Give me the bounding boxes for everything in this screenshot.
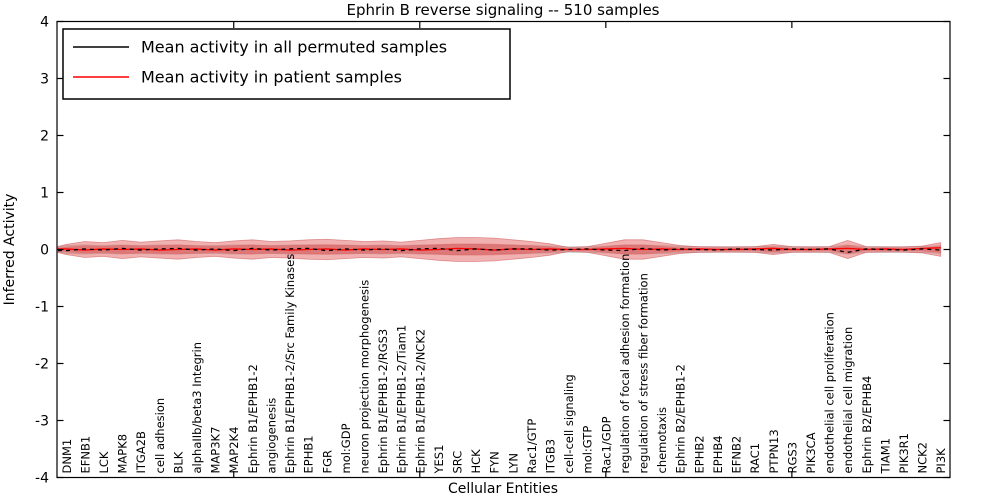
entity-label: EPHB2 — [692, 435, 706, 473]
entity-label: angiogenesis — [264, 398, 278, 474]
entity-label: TIAM1 — [878, 438, 892, 475]
y-tick-label: 4 — [40, 15, 49, 31]
entity-label: PIK3R1 — [897, 433, 911, 474]
legend-label-permuted: Mean activity in all permuted samples — [141, 38, 447, 57]
entity-label: cell adhesion — [153, 398, 167, 474]
y-tick-label: 2 — [40, 129, 49, 145]
entity-label: ITGA2B — [134, 431, 148, 474]
y-tick-label: -2 — [35, 357, 49, 373]
y-tick-label: 1 — [40, 186, 49, 202]
entity-label: endothelial cell migration — [841, 327, 855, 474]
entity-label: Rac1/GTP — [525, 419, 539, 474]
entity-label: endothelial cell proliferation — [823, 312, 837, 473]
y-tick-label: 0 — [40, 243, 49, 259]
entity-label: DNM1 — [60, 439, 74, 474]
entity-label: YES1 — [432, 445, 446, 475]
entity-label: regulation of focal adhesion formation — [618, 254, 632, 474]
mean-lines — [58, 247, 941, 254]
entity-label: MAP2K4 — [227, 427, 241, 474]
entity-label: mol:GDP — [339, 423, 353, 473]
entity-label: mol:GTP — [581, 426, 595, 474]
entity-label: HCK — [469, 449, 483, 474]
entity-label: Ephrin B1/EPHB1-2/NCK2 — [413, 329, 427, 474]
y-tick-label: -3 — [35, 414, 49, 430]
entity-label: BLK — [171, 451, 185, 473]
entity-label: PIK3CA — [804, 432, 818, 473]
entity-label: Ephrin B1/EPHB1-2/Src Family Kinases — [283, 254, 297, 474]
y-tick-labels: 4 3 2 1 0 -1 -2 -3 -4 — [35, 15, 49, 487]
entity-label: RGS3 — [785, 442, 799, 474]
entity-label: EFNB2 — [730, 436, 744, 474]
entity-label: LYN — [506, 453, 520, 474]
entity-label: SRC — [450, 451, 464, 474]
entity-label: NCK2 — [916, 442, 930, 474]
y-tick-label: -1 — [35, 300, 49, 316]
entity-label: regulation of stress fiber formation — [637, 273, 651, 473]
x-entity-labels: DNM1 EFNB1 LCK MAPK8 ITGA2B cell adhesion BLK a… — [60, 254, 948, 475]
entity-label: Ephrin B2/EPHB1-2 — [674, 364, 688, 473]
entity-label: FYN — [488, 451, 502, 473]
legend-label-patient: Mean activity in patient samples — [141, 68, 402, 87]
entity-label: MAP3K7 — [209, 427, 223, 474]
entity-label: neuron projection morphogenesis — [357, 280, 371, 474]
entity-label: cell-cell signaling — [562, 374, 576, 473]
entity-label: EPHB1 — [302, 435, 316, 473]
entity-label: Ephrin B2/EPHB4 — [860, 376, 874, 474]
entity-label: EFNB1 — [78, 436, 92, 474]
entity-label: Ephrin B1/EPHB1-2/Tiam1 — [395, 325, 409, 474]
entity-label: LCK — [97, 451, 111, 473]
entity-label: MAPK8 — [116, 434, 130, 474]
chart-title: Ephrin B reverse signaling -- 510 sample… — [346, 1, 659, 19]
legend: Mean activity in all permuted samples Me… — [62, 28, 511, 100]
legend-box — [62, 28, 511, 100]
entity-label: chemotaxis — [655, 407, 669, 473]
entity-label: PI3K — [934, 448, 948, 474]
entity-label: Ephrin B1/EPHB1-2 — [246, 364, 260, 473]
entity-label: Rac1/GDP — [599, 416, 613, 473]
x-axis-label: Cellular Entities — [448, 481, 558, 497]
entity-label: ITGB3 — [544, 439, 558, 474]
entity-label: EPHB4 — [711, 435, 725, 473]
entity-label: Ephrin B1/EPHB1-2/RGS3 — [376, 329, 390, 474]
entity-label: RAC1 — [748, 443, 762, 474]
y-tick-label: 3 — [40, 72, 49, 88]
entity-label: FGR — [320, 450, 334, 474]
entity-label: alphaIIb/beta3 Integrin — [190, 342, 204, 474]
entity-label: PTPN13 — [767, 429, 781, 473]
y-tick-label: -4 — [35, 471, 49, 487]
y-axis-label: Inferred Activity — [2, 194, 18, 306]
